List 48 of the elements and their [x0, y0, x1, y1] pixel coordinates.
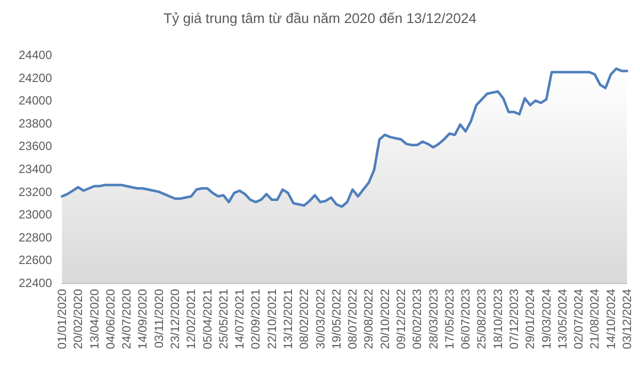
x-tick-label: 02/07/2024: [572, 288, 586, 350]
chart-title: Tỷ giá trung tâm từ đầu năm 2020 đến 13/12/2024: [164, 10, 477, 26]
y-tick-label: 22400: [18, 276, 52, 290]
x-tick-label: 29/01/2024: [523, 288, 538, 350]
x-tick-label: 01/01/2020: [55, 288, 69, 350]
y-tick-label: 22800: [18, 230, 52, 244]
y-tick-label: 24400: [18, 48, 52, 62]
x-tick-label: 12/02/2021: [184, 288, 198, 350]
x-tick-label: 13/12/2021: [281, 288, 295, 350]
x-tick-label: 24/07/2020: [120, 288, 134, 350]
x-tick-label: 30/03/2022: [313, 288, 328, 350]
x-tick-label: 09/12/2022: [394, 288, 408, 350]
x-tick-label: 29/08/2022: [362, 288, 376, 350]
y-tick-label: 23200: [18, 184, 52, 199]
x-tick-label: 05/04/2021: [200, 288, 214, 350]
x-tick-label: 06/02/2023: [410, 288, 424, 350]
y-tick-label: 23800: [18, 116, 52, 130]
x-tick-label: 19/05/2022: [329, 288, 344, 350]
x-tick-label: 14/10/2024: [604, 288, 618, 350]
x-tick-label: 20/10/2022: [378, 288, 392, 350]
x-tick-label: 07/12/2023: [507, 288, 521, 350]
x-tick-label: 03/11/2020: [152, 288, 166, 348]
y-tick-label: 23400: [18, 162, 52, 176]
y-tick-label: 23600: [18, 139, 52, 154]
x-tick-label: 02/09/2021: [248, 288, 263, 350]
x-tick-label: 21/08/2024: [588, 288, 602, 350]
x-tick-label: 03/12/2024: [620, 288, 634, 350]
x-tick-label: 17/05/2023: [442, 288, 456, 350]
y-tick-label: 23000: [18, 208, 52, 222]
x-tick-label: 13/04/2020: [87, 288, 102, 350]
x-tick-label: 20/02/2020: [71, 288, 86, 350]
x-tick-label: 14/07/2021: [232, 288, 247, 350]
x-tick-label: 22/10/2021: [264, 288, 279, 350]
x-tick-label: 04/06/2020: [103, 288, 118, 350]
y-tick-label: 22600: [18, 253, 52, 268]
x-tick-label: 28/03/2023: [426, 288, 440, 350]
y-tick-label: 24000: [18, 94, 52, 108]
x-tick-label: 18/10/2023: [490, 288, 505, 350]
x-tick-label: 25/08/2023: [474, 288, 489, 350]
x-tick-label: 06/07/2023: [458, 288, 473, 350]
x-tick-label: 14/09/2020: [136, 288, 150, 350]
y-tick-label: 24200: [18, 70, 52, 85]
x-tick-label: 19/03/2024: [539, 288, 554, 350]
x-tick-label: 23/12/2020: [168, 288, 182, 350]
x-tick-label: 08/07/2022: [346, 288, 360, 350]
x-tick-label: 08/02/2022: [297, 288, 312, 350]
x-tick-label: 25/05/2021: [216, 288, 230, 350]
x-tick-label: 13/05/2024: [555, 288, 570, 350]
